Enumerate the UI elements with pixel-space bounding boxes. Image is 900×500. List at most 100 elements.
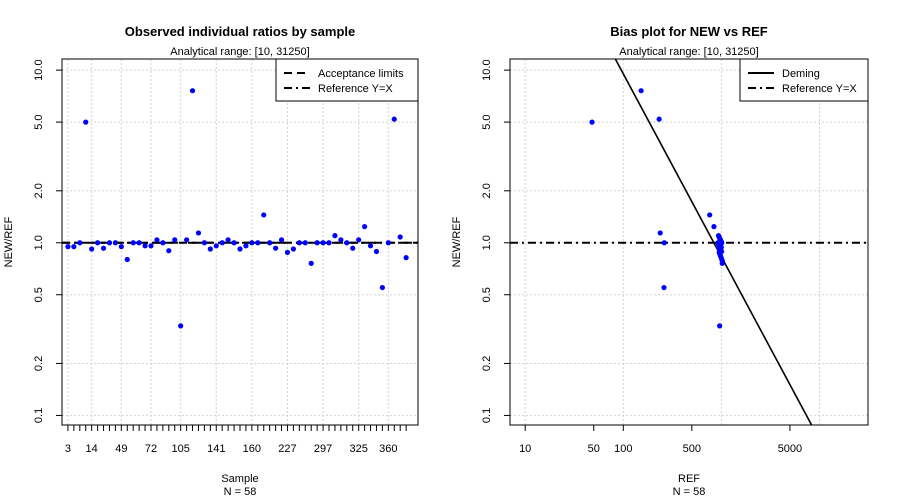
chart-panel-2: Bias plot for NEW vs REF Analytical range… <box>451 24 869 498</box>
data-point <box>717 323 723 329</box>
x-tick-label: 10 <box>519 443 531 455</box>
data-point <box>77 240 83 246</box>
y-tick-label: 1.0 <box>481 235 493 250</box>
legend-box <box>275 58 419 102</box>
data-point <box>638 88 644 94</box>
data-point <box>356 237 362 243</box>
legend-label: Deming <box>782 68 820 80</box>
y-tick-label: 0.1 <box>33 408 45 423</box>
data-point <box>284 249 291 255</box>
data-point <box>403 255 409 261</box>
x-tick-label: 160 <box>243 443 261 455</box>
data-point <box>273 245 279 251</box>
x-tick-label: 325 <box>349 443 367 455</box>
data-point <box>320 240 326 246</box>
data-point <box>231 240 237 246</box>
data-point <box>189 88 196 94</box>
y-tick-label: 0.5 <box>481 287 493 302</box>
grid <box>62 59 418 425</box>
data-point <box>237 246 243 252</box>
data-point <box>278 237 285 243</box>
y-tick-label: 2.0 <box>33 183 45 198</box>
x-axis-label: Sample <box>221 473 258 485</box>
x-tick-label: 3 <box>65 443 71 455</box>
x-tick-label: 105 <box>171 443 189 455</box>
data-point <box>661 240 667 246</box>
y-axis-label: NEW/REF <box>3 216 15 267</box>
data-point <box>711 224 717 230</box>
data-point <box>261 212 267 218</box>
data-point <box>201 240 207 246</box>
legend-label: Reference Y=X <box>318 83 393 95</box>
data-point <box>391 116 397 122</box>
data-point <box>308 260 314 266</box>
data-point <box>267 240 273 246</box>
x-tick-label: 100 <box>614 443 632 455</box>
data-point <box>290 246 296 252</box>
data-point <box>243 243 249 249</box>
data-point <box>130 240 136 246</box>
data-point <box>385 240 391 246</box>
data-point <box>178 323 184 329</box>
x-tick-label: 5000 <box>778 443 802 455</box>
data-point <box>172 237 178 243</box>
data-point <box>314 240 320 246</box>
data-point <box>166 248 172 254</box>
legend-label: Acceptance limits <box>318 68 404 80</box>
data-point <box>136 240 142 246</box>
chart-subtitle: Analytical range: [10, 31250] <box>170 46 309 58</box>
data-point <box>719 260 725 266</box>
grid <box>510 59 868 425</box>
y-tick-label: 2.0 <box>481 183 493 198</box>
data-point <box>589 119 595 125</box>
data-point <box>154 237 160 243</box>
chart-subtitle: Analytical range: [10, 31250] <box>619 46 758 58</box>
data-point <box>95 240 101 246</box>
chart-panel-1: Observed individual ratios by sample Anal… <box>3 24 419 498</box>
data-point <box>379 284 385 291</box>
data-point <box>657 230 663 236</box>
data-point <box>100 245 107 251</box>
legend-box <box>739 58 869 102</box>
plot-area <box>62 88 418 329</box>
x-tick-label: 297 <box>314 443 332 455</box>
y-tick-label: 1.0 <box>33 235 45 250</box>
data-point <box>184 237 190 243</box>
data-point <box>213 243 219 249</box>
x-tick-label: 141 <box>207 443 225 455</box>
data-point <box>249 240 255 246</box>
x-tick-label: 50 <box>588 443 600 455</box>
data-point <box>65 244 71 250</box>
y-tick-label: 5.0 <box>481 114 493 129</box>
data-point <box>118 244 124 250</box>
legend: Deming Reference Y=X <box>739 58 869 102</box>
data-point <box>71 244 77 250</box>
data-point <box>373 248 380 255</box>
plot-frame <box>509 58 869 426</box>
y-tick-label: 0.1 <box>481 408 493 423</box>
y-tick-label: 10.0 <box>481 59 493 80</box>
x-axis-note: N = 58 <box>673 486 706 498</box>
plot-area <box>510 59 868 425</box>
data-point <box>397 234 403 240</box>
data-point <box>142 243 148 249</box>
x-tick-label: 360 <box>379 443 397 455</box>
data-point <box>296 240 302 246</box>
data-point <box>160 240 166 246</box>
x-tick-label: 14 <box>86 443 98 455</box>
y-axis: 0.1 0.2 0.5 1.0 2.0 5.0 10.0 NEW/REF <box>3 59 62 423</box>
data-point <box>83 119 89 125</box>
data-point <box>350 245 356 251</box>
x-tick-label: 227 <box>278 443 296 455</box>
data-point <box>255 240 261 246</box>
data-point <box>124 256 130 263</box>
y-tick-label: 0.2 <box>481 356 493 371</box>
data-point <box>326 240 332 246</box>
data-point <box>148 243 154 249</box>
x-axis-note: N = 58 <box>224 486 257 498</box>
chart-title: Observed individual ratios by sample <box>125 24 355 39</box>
data-point <box>195 230 202 236</box>
data-point <box>707 212 713 218</box>
